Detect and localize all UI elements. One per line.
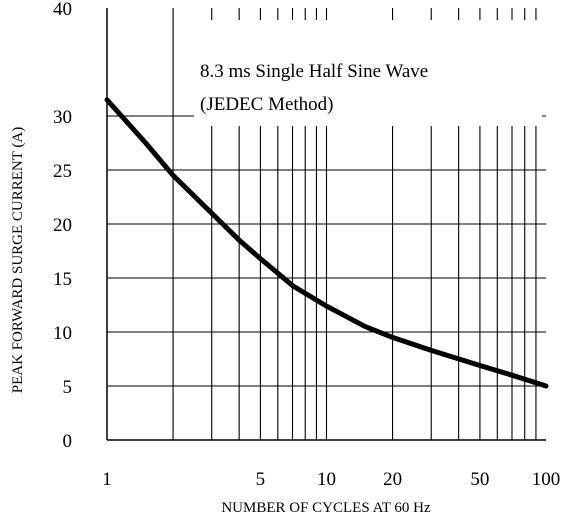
x-tick-label: 1 <box>102 469 112 490</box>
y-tick-label: 5 <box>63 377 73 398</box>
y-tick-label: 30 <box>53 107 72 128</box>
x-tick-label: 50 <box>470 469 489 490</box>
y-tick-label: 10 <box>53 323 72 344</box>
x-tick-label: 10 <box>317 469 336 490</box>
y-axis-label: PEAK FORWARD SURGE CURRENT (A) <box>10 127 26 393</box>
x-tick-label: 100 <box>532 469 561 490</box>
x-tick-labels: 1 5 10 20 50 100 <box>102 469 560 490</box>
y-tick-label: 15 <box>53 269 72 290</box>
axes <box>106 8 546 441</box>
y-tick-label: 40 <box>53 0 72 20</box>
y-tick-label: 25 <box>53 161 72 182</box>
annotation-line-2: (JEDEC Method) <box>200 94 334 115</box>
y-tick-label: 0 <box>63 431 73 452</box>
y-tick-label: 20 <box>53 215 72 236</box>
annotation-line-1: 8.3 ms Single Half Sine Wave <box>200 61 428 82</box>
surge-curve-line <box>104 97 549 389</box>
annotation-box: 8.3 ms Single Half Sine Wave (JEDEC Meth… <box>194 20 542 126</box>
x-tick-label: 20 <box>383 469 402 490</box>
x-tick-label: 5 <box>256 469 266 490</box>
y-tick-labels: 0 5 10 15 20 25 30 40 <box>53 0 72 452</box>
x-axis-label: NUMBER OF CYCLES AT 60 Hz <box>221 500 431 516</box>
annotation-background <box>194 20 542 126</box>
